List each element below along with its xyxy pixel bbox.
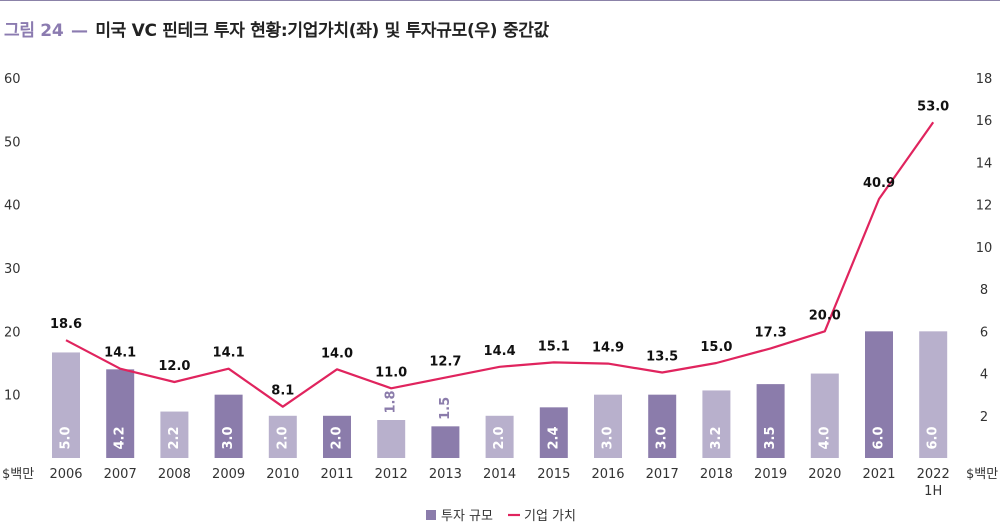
x-axis-tick: 2009 (212, 467, 245, 482)
bar-investment (539, 407, 568, 458)
bar-investment (594, 394, 622, 458)
x-axis-tick: 2014 (483, 467, 516, 482)
line-value-label: 11.0 (375, 365, 407, 380)
x-axis-tick: 2013 (429, 467, 462, 482)
left-axis-tick: 20 (4, 325, 21, 340)
left-axis-tick: 30 (4, 262, 21, 277)
x-axis-tick: 2008 (158, 467, 191, 482)
bar-value-label: 3.2 (709, 426, 724, 449)
bar-value-label: 2.0 (275, 426, 290, 449)
bar-investment (268, 415, 297, 458)
line-value-label: 17.3 (755, 325, 787, 340)
bar-investment (377, 420, 406, 458)
left-axis-tick: 50 (4, 135, 21, 150)
x-axis-tick: 2021 (862, 467, 895, 482)
bar-investment (106, 369, 135, 458)
right-axis-tick: 12 (976, 199, 993, 214)
right-axis-tick: 18 (976, 72, 993, 87)
x-axis-tick: 2012 (375, 467, 408, 482)
bar-value-label: 1.5 (438, 397, 453, 420)
bar-value-label: 2.2 (167, 426, 182, 449)
right-axis-tick: 14 (976, 156, 993, 171)
x-axis-tick: 1H (924, 484, 942, 499)
bar-value-label: 3.0 (655, 426, 670, 449)
line-value-label: 18.6 (50, 317, 82, 332)
right-axis-tick: 4 (980, 368, 988, 383)
right-axis-tick: 6 (980, 325, 988, 340)
legend-label-line: 기업 가치 (524, 509, 576, 524)
bar-value-label: 3.0 (601, 426, 616, 449)
x-axis-tick: 2010 (266, 467, 299, 482)
bar-investment (214, 394, 243, 458)
legend-label-bar: 투자 규모 (441, 509, 493, 524)
top-rule (0, 0, 1000, 1)
line-value-label: 8.1 (271, 384, 294, 399)
bar-value-label: 3.0 (221, 426, 236, 449)
bar-investment (865, 331, 893, 458)
bar-value-label: 6.0 (926, 426, 941, 449)
line-value-label: 53.0 (917, 99, 949, 114)
chart-title: 그림 24 — 미국 VC 핀테크 투자 현황:기업가치(좌) 및 투자규모(우… (4, 16, 549, 41)
x-axis-tick: 2017 (646, 467, 679, 482)
bar-value-label: 6.0 (872, 426, 887, 449)
x-axis-tick: 2019 (754, 467, 787, 482)
line-value-label: 40.9 (863, 176, 895, 191)
bar-investment (919, 331, 948, 458)
line-value-label: 14.0 (321, 346, 353, 361)
right-axis-tick: 2 (980, 410, 988, 425)
x-axis-tick: 2016 (591, 467, 624, 482)
legend-swatch-bar (426, 510, 436, 520)
left-axis-unit: $백만 (2, 467, 34, 482)
x-axis-tick: 2020 (808, 467, 841, 482)
bar-investment (648, 394, 677, 458)
bar-value-label: 2.0 (492, 426, 507, 449)
line-value-label: 15.1 (538, 339, 570, 354)
line-value-label: 13.5 (646, 350, 678, 365)
line-valuation (65, 121, 935, 408)
bar-value-label: 3.5 (763, 426, 778, 449)
right-axis-tick: 8 (980, 283, 988, 298)
left-axis-tick: 10 (4, 389, 21, 404)
line-value-label: 12.0 (158, 359, 190, 374)
bar-value-label: 5.0 (59, 426, 74, 449)
bar-investment (702, 390, 731, 458)
bar-value-label: 4.2 (113, 426, 128, 449)
x-axis-tick: 2022 (917, 467, 950, 482)
right-axis-tick: 10 (976, 241, 993, 256)
line-value-label: 14.9 (592, 341, 624, 356)
bar-value-label: 4.0 (817, 426, 832, 449)
bar-investment (323, 415, 351, 458)
x-axis-tick: 2006 (49, 467, 82, 482)
title-text: 미국 VC 핀테크 투자 현황:기업가치(좌) 및 투자규모(우) 중간값 (95, 21, 549, 41)
x-axis-tick: 2018 (700, 467, 733, 482)
bar-investment (160, 411, 189, 458)
bar-investment (810, 373, 839, 458)
line-value-label: 15.0 (700, 340, 732, 355)
bar-investment (756, 384, 785, 458)
line-value-label: 14.4 (484, 344, 516, 359)
line-value-label: 20.0 (809, 308, 841, 323)
bar-investment (485, 415, 514, 458)
bar-value-label: 2.4 (546, 426, 561, 449)
right-axis-tick: 16 (976, 114, 993, 129)
bar-value-label: 2.0 (330, 426, 345, 449)
bar-investment (431, 426, 460, 458)
right-axis-unit: $백만 (966, 467, 998, 482)
line-value-label: 14.1 (213, 346, 245, 361)
figure-number: 그림 24 (4, 21, 64, 41)
x-axis-tick: 2015 (537, 467, 570, 482)
left-axis-tick: 60 (4, 72, 21, 87)
line-value-label: 12.7 (429, 355, 461, 370)
title-dash: — (70, 21, 88, 41)
x-axis-tick: 2007 (104, 467, 137, 482)
line-value-label: 14.1 (104, 346, 136, 361)
x-axis-tick: 2011 (320, 467, 353, 482)
bar-investment (52, 352, 80, 458)
left-axis-tick: 40 (4, 199, 21, 214)
bar-value-label: 1.8 (384, 390, 399, 413)
